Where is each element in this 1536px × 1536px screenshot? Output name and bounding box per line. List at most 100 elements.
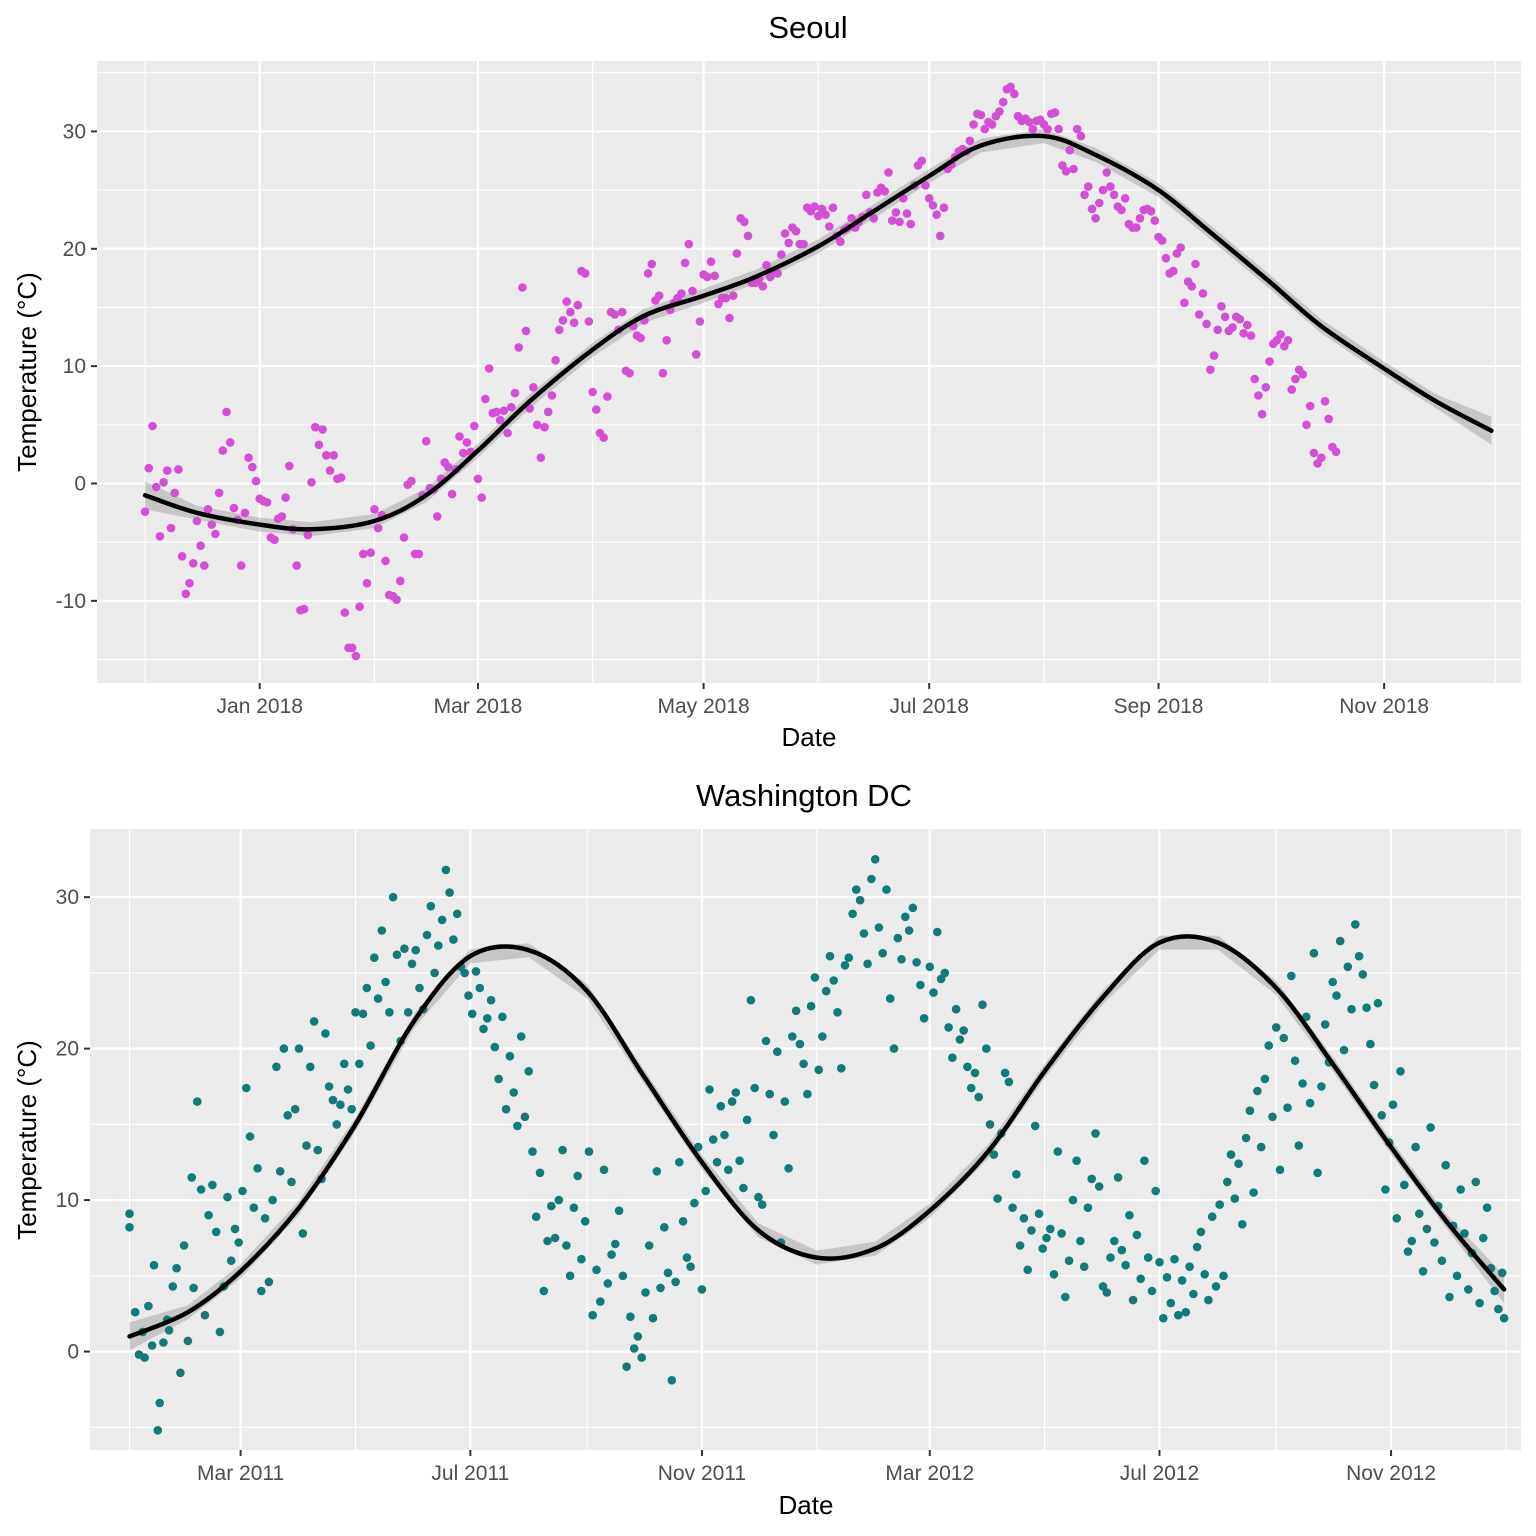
data-point [1407,1236,1417,1246]
data-point [1132,223,1141,232]
data-point [507,402,516,412]
data-point [1430,1238,1439,1247]
data-point [1054,124,1063,134]
data-point [933,927,942,937]
data-point [249,1203,259,1212]
data-point [164,1326,174,1335]
data-point [989,1150,999,1159]
data-point [780,1097,790,1106]
data-point [1079,1262,1089,1271]
data-point [1235,314,1245,324]
data-point [1146,206,1156,216]
data-point [833,1008,842,1017]
x-axis-title-seoul: Date [782,722,837,752]
data-point [1027,1226,1036,1235]
data-point [1257,409,1267,419]
data-point [1302,420,1311,430]
data-point [1068,1195,1078,1205]
x-axis-title-washington: Date [779,1490,834,1520]
data-point [773,269,782,278]
data-point [1256,1142,1266,1152]
data-point [855,895,865,905]
data-point [1072,1156,1081,1165]
data-point [290,1104,300,1114]
data-point [1023,1265,1032,1275]
data-point [370,505,379,514]
data-point [373,523,383,533]
data-point [1140,1156,1149,1165]
data-point [580,1217,590,1226]
data-point [144,1301,153,1311]
data-point [791,226,801,236]
x-tick-label: May 2018 [657,695,749,718]
data-point [1482,1203,1492,1212]
data-point [902,209,912,218]
data-point [691,350,701,359]
data-point [1015,1241,1025,1250]
data-point [303,530,313,540]
data-point [987,120,997,129]
data-point [746,995,756,1005]
data-point [895,217,904,227]
data-point [1076,131,1086,141]
data-point [1373,998,1383,1008]
data-point [675,1157,684,1167]
data-point [181,589,191,599]
data-point [1445,1292,1454,1302]
data-point [362,578,372,588]
data-point [381,977,390,987]
data-point [477,493,487,502]
data-point [343,1085,353,1094]
data-point [863,959,872,969]
data-point [569,318,579,328]
data-point [1121,1260,1130,1270]
data-point [697,1285,707,1294]
data-point [904,926,914,935]
data-point [658,368,668,378]
data-point [982,1044,991,1053]
data-point [524,1067,533,1076]
data-point [1132,1230,1142,1240]
data-point [313,1145,323,1155]
data-point [1135,214,1145,223]
data-point [862,190,871,200]
data-point [460,968,470,978]
data-point [547,1201,556,1211]
data-point [750,1083,759,1093]
data-point [518,283,527,292]
data-point [1238,1220,1247,1229]
data-point [421,436,431,446]
data-point [314,440,324,450]
data-point [377,926,387,935]
data-point [618,1271,628,1281]
data-point [1187,282,1197,291]
data-point [1351,920,1360,929]
data-point [1354,951,1364,961]
data-point [584,1147,594,1156]
data-point [569,1203,579,1212]
data-point [328,1095,338,1105]
data-point [125,1223,134,1232]
data-point [464,991,473,1000]
data-point [680,258,690,268]
data-point [177,552,187,561]
data-point [168,1282,178,1291]
data-point [1209,351,1219,360]
data-point [531,1212,541,1221]
data-point [151,482,161,492]
data-point [1072,124,1082,134]
chart-title-washington: Washington DC [696,778,912,813]
data-point [1287,971,1296,981]
chart-title-seoul: Seoul [768,10,847,45]
data-point [1347,1004,1356,1014]
data-point [721,293,731,303]
data-point [924,194,934,203]
data-point [1043,124,1052,134]
data-point [147,1341,157,1350]
data-point [347,643,357,653]
data-point [1080,190,1089,200]
data-points-seoul [140,82,1341,661]
data-point [706,257,716,267]
data-point [893,933,903,943]
data-point [735,1156,744,1165]
